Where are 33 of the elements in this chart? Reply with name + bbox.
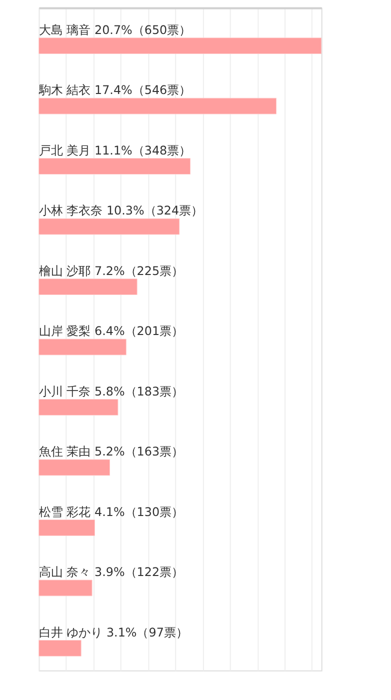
data-label: 5.8%（183票） <box>94 384 184 398</box>
bar <box>38 218 180 235</box>
bar <box>38 278 138 295</box>
data-label: 11.1%（348票） <box>94 143 192 158</box>
y-tick-label: 大島 璃音 <box>38 22 91 37</box>
data-label: 6.4%（201票） <box>94 324 184 338</box>
y-tick-label: 白井 ゆかり <box>38 625 103 640</box>
bar <box>38 459 110 476</box>
data-label: 7.2%（225票） <box>94 264 184 278</box>
y-tick-label: 魚住 茉由 <box>38 444 91 459</box>
bar <box>38 38 322 54</box>
bar <box>38 98 277 114</box>
data-label: 20.7%（650票） <box>94 22 192 37</box>
data-label: 3.1%（97票） <box>106 625 188 640</box>
y-tick-label: 高山 奈々 <box>38 565 91 580</box>
bar <box>38 520 96 536</box>
y-tick-label: 山岸 愛梨 <box>38 324 91 338</box>
y-tick-label: 檜山 沙耶 <box>38 264 91 278</box>
data-label: 3.9%（122票） <box>94 565 184 580</box>
y-tick-label: 戸北 美月 <box>38 143 91 158</box>
data-label: 17.4%（546票） <box>94 83 192 98</box>
y-tick-label: 駒木 結衣 <box>38 83 91 98</box>
data-label: 10.3%（324票） <box>106 204 204 218</box>
y-tick-label: 松雪 彩花 <box>38 504 91 519</box>
data-label: 5.2%（163票） <box>94 444 184 459</box>
bar <box>38 580 92 596</box>
data-label: 4.1%（130票） <box>94 504 184 519</box>
y-tick-label: 小川 千奈 <box>38 384 91 398</box>
y-tick-label: 小林 李衣奈 <box>38 204 103 218</box>
bar <box>38 640 82 656</box>
bar <box>38 158 191 175</box>
bar <box>38 338 126 356</box>
bar <box>38 399 118 416</box>
